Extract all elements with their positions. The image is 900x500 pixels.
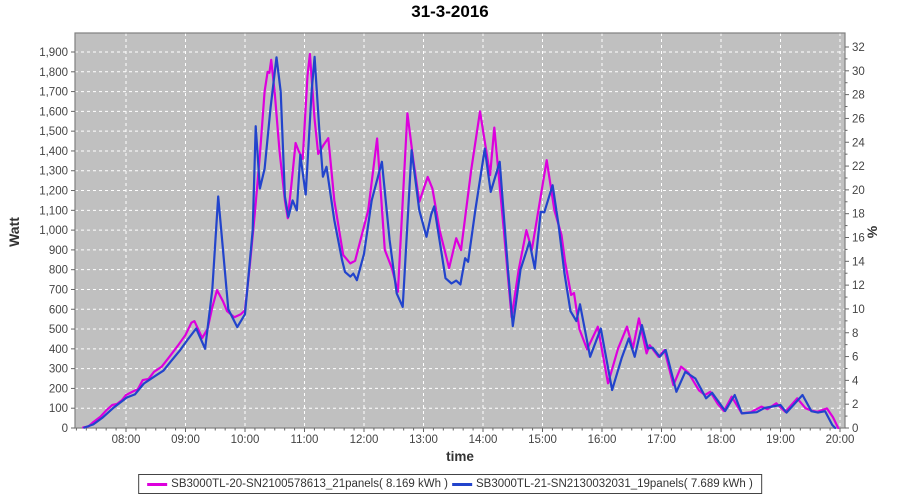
- svg-text:1,500: 1,500: [39, 126, 68, 138]
- svg-text:14: 14: [852, 256, 865, 268]
- svg-text:1,300: 1,300: [39, 166, 68, 178]
- svg-text:28: 28: [852, 90, 865, 102]
- legend-label-series1: SB3000TL-20-SN2100578613_21panels( 8.169…: [171, 478, 448, 490]
- svg-text:10:00: 10:00: [231, 434, 260, 446]
- svg-text:1,700: 1,700: [39, 87, 68, 99]
- svg-text:18: 18: [852, 209, 865, 221]
- svg-text:26: 26: [852, 113, 865, 125]
- series1-line-swatch-icon: [147, 482, 168, 486]
- svg-text:100: 100: [49, 403, 68, 415]
- legend: SB3000TL-20-SN2100578613_21panels( 8.169…: [138, 474, 762, 494]
- svg-text:700: 700: [49, 284, 68, 296]
- svg-text:500: 500: [49, 324, 68, 336]
- svg-text:300: 300: [49, 364, 68, 376]
- svg-text:19:00: 19:00: [766, 434, 795, 446]
- svg-text:17:00: 17:00: [647, 434, 676, 446]
- legend-item-series2: SB3000TL-21-SN2130032031_19panels( 7.689…: [452, 478, 753, 490]
- svg-text:0: 0: [852, 423, 858, 435]
- svg-text:800: 800: [49, 265, 68, 277]
- svg-text:13:00: 13:00: [409, 434, 438, 446]
- legend-label-series2: SB3000TL-21-SN2130032031_19panels( 7.689…: [476, 478, 753, 490]
- legend-item-series1: SB3000TL-20-SN2100578613_21panels( 8.169…: [147, 478, 448, 490]
- svg-text:6: 6: [852, 352, 858, 364]
- svg-text:15:00: 15:00: [528, 434, 557, 446]
- svg-text:600: 600: [49, 304, 68, 316]
- svg-text:24: 24: [852, 137, 865, 149]
- chart-title: 31-3-2016: [411, 2, 489, 21]
- svg-text:32: 32: [852, 42, 865, 54]
- svg-text:20: 20: [852, 185, 865, 197]
- svg-text:2: 2: [852, 399, 858, 411]
- svg-text:8: 8: [852, 328, 858, 340]
- svg-text:4: 4: [852, 375, 859, 387]
- y2-axis-title-percent: %: [864, 225, 880, 239]
- x-axis-title-time: time: [446, 449, 474, 464]
- svg-text:200: 200: [49, 383, 68, 395]
- svg-text:14:00: 14:00: [469, 434, 498, 446]
- svg-text:22: 22: [852, 161, 865, 173]
- y-axis-title-watt: Watt: [6, 217, 22, 247]
- svg-text:1,400: 1,400: [39, 146, 68, 158]
- svg-text:400: 400: [49, 344, 68, 356]
- svg-text:12:00: 12:00: [350, 434, 379, 446]
- svg-text:10: 10: [852, 304, 865, 316]
- svg-text:11:00: 11:00: [291, 434, 319, 446]
- svg-text:1,000: 1,000: [39, 225, 68, 237]
- svg-text:1,600: 1,600: [39, 106, 68, 118]
- svg-text:18:00: 18:00: [707, 434, 736, 446]
- svg-text:30: 30: [852, 66, 865, 78]
- svg-text:12: 12: [852, 280, 865, 292]
- svg-text:1,800: 1,800: [39, 67, 68, 79]
- series2-line-swatch-icon: [452, 482, 472, 486]
- svg-text:08:00: 08:00: [112, 434, 141, 446]
- svg-text:16:00: 16:00: [588, 434, 617, 446]
- svg-text:0: 0: [62, 423, 68, 435]
- svg-text:1,100: 1,100: [39, 205, 68, 217]
- svg-text:900: 900: [49, 245, 68, 257]
- svg-text:20:00: 20:00: [826, 434, 855, 446]
- svg-text:09:00: 09:00: [171, 434, 200, 446]
- svg-text:1,900: 1,900: [39, 47, 68, 59]
- svg-text:1,200: 1,200: [39, 186, 68, 198]
- svg-text:16: 16: [852, 233, 865, 245]
